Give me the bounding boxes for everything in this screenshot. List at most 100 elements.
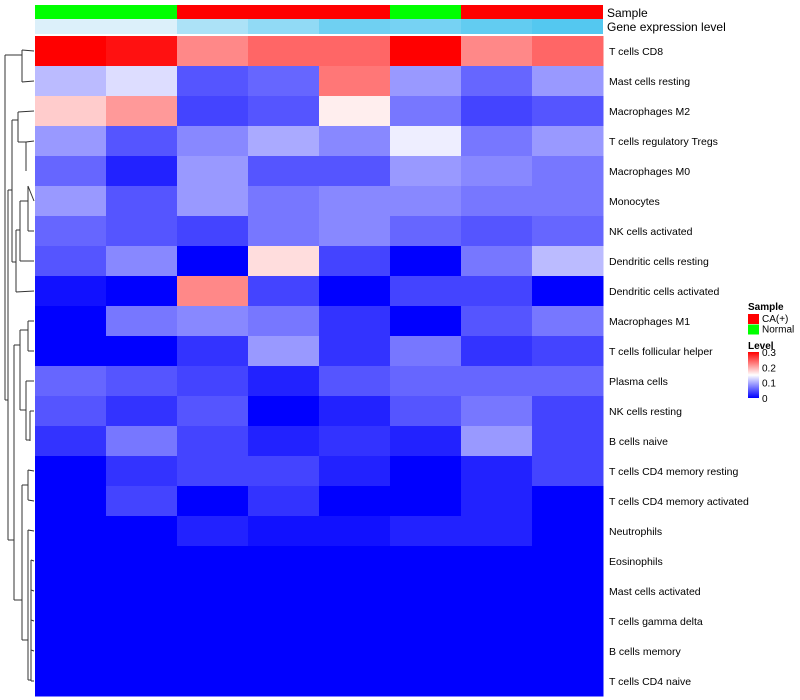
row-label: T cells regulatory Tregs: [609, 136, 718, 148]
heatmap-cell: [461, 486, 533, 517]
heatmap-cell: [177, 516, 249, 547]
sample-annotation-cell: [461, 5, 532, 19]
row-label: Eosinophils: [609, 556, 663, 568]
level-tick-label: 0.3: [762, 348, 776, 359]
heatmap-cell: [248, 546, 320, 577]
heatmap-cell: [461, 96, 533, 127]
sample-annotation-cell: [390, 5, 461, 19]
row-label: Plasma cells: [609, 376, 668, 388]
heatmap-cell: [532, 66, 604, 97]
heatmap-cell: [532, 186, 604, 217]
heatmap-cell: [177, 126, 249, 157]
level-tick-label: 0: [762, 394, 768, 405]
heatmap-cell: [461, 666, 533, 697]
heatmap-cell: [106, 606, 178, 637]
heatmap-cell: [177, 336, 249, 367]
expression-annotation-cell: [35, 19, 106, 34]
dendrogram-branch: [17, 110, 35, 113]
heatmap-cell: [390, 486, 462, 517]
heatmap-cell: [319, 96, 391, 127]
heatmap-cell: [177, 456, 249, 487]
row-label: NK cells resting: [609, 406, 682, 418]
heatmap-cell: [390, 96, 462, 127]
heatmap-cell: [319, 216, 391, 247]
heatmap-cell: [319, 456, 391, 487]
dendrogram-branch: [30, 559, 35, 562]
row-label: T cells CD4 naive: [609, 676, 691, 688]
heatmap-cell: [532, 546, 604, 577]
legend: Sample CA(+)Normal Level 0.3 0.2 0.1 0: [748, 302, 794, 405]
heatmap-cell: [319, 276, 391, 307]
heatmap-cell: [461, 306, 533, 337]
heatmap-cell: [390, 456, 462, 487]
heatmap-cell: [35, 396, 107, 427]
heatmap-cell: [532, 366, 604, 397]
heatmap-cell: [461, 426, 533, 457]
heatmap-cell: [248, 246, 320, 277]
heatmap-cell: [532, 486, 604, 517]
heatmap-cell: [35, 306, 107, 337]
row-label: Mast cells activated: [609, 586, 701, 598]
heatmap-cell: [106, 66, 178, 97]
heatmap-cell: [35, 486, 107, 517]
heatmap-cell: [532, 306, 604, 337]
heatmap-cell: [35, 546, 107, 577]
heatmap-cell: [106, 96, 178, 127]
heatmap-cell: [532, 636, 604, 667]
dendrogram-branch: [30, 589, 35, 592]
heatmap-cell: [177, 276, 249, 307]
heatmap-cell: [461, 606, 533, 637]
row-label: T cells gamma delta: [609, 616, 703, 628]
heatmap-cell: [177, 66, 249, 97]
heatmap-cell: [532, 156, 604, 187]
heatmap-cell: [390, 396, 462, 427]
heatmap-cell: [532, 216, 604, 247]
heatmap-cell: [106, 456, 178, 487]
sample-annotation-cell: [319, 5, 390, 19]
heatmap-cell: [461, 216, 533, 247]
heatmap-cell: [390, 276, 462, 307]
heatmap-cell: [35, 366, 107, 397]
row-label: NK cells activated: [609, 226, 693, 238]
heatmap-cell: [177, 606, 249, 637]
expression-annotation-cell: [106, 19, 177, 34]
heatmap-cell: [35, 636, 107, 667]
heatmap-cell: [532, 96, 604, 127]
heatmap-cell: [106, 36, 178, 67]
expression-annotation-cell: [532, 19, 603, 34]
heatmap-cell: [461, 276, 533, 307]
row-labels: T cells CD8 Mast cells resting Macrophages…: [609, 46, 749, 688]
heatmap-cell: [248, 576, 320, 607]
heatmap-cell: [390, 606, 462, 637]
heatmap-cell: [106, 366, 178, 397]
heatmap-cells: [35, 36, 604, 697]
heatmap-cell: [461, 516, 533, 547]
heatmap-cell: [319, 126, 391, 157]
heatmap-cell: [390, 246, 462, 277]
heatmap-cell: [532, 246, 604, 277]
heatmap-cell: [390, 66, 462, 97]
row-label: Neutrophils: [609, 526, 662, 538]
heatmap-cell: [177, 366, 249, 397]
level-legend-ticks: 0.3 0.2 0.1 0: [762, 348, 776, 405]
heatmap-cell: [177, 156, 249, 187]
dendrogram-branch: [27, 499, 35, 502]
heatmap-cell: [319, 156, 391, 187]
heatmap-cell: [532, 36, 604, 67]
sample-legend-title: Sample: [748, 302, 784, 313]
heatmap-cell: [177, 246, 249, 277]
heatmap-cell: [35, 36, 107, 67]
heatmap-cell: [390, 516, 462, 547]
heatmap-cell: [35, 276, 107, 307]
heatmap-cell: [319, 546, 391, 577]
heatmap-cell: [35, 516, 107, 547]
sample-annotation-cell: [532, 5, 603, 19]
heatmap-cell: [248, 336, 320, 367]
heatmap-cell: [461, 396, 533, 427]
heatmap-cell: [532, 336, 604, 367]
heatmap-cell: [248, 126, 320, 157]
heatmap-cell: [461, 576, 533, 607]
heatmap-cell: [461, 186, 533, 217]
heatmap-cell: [35, 606, 107, 637]
